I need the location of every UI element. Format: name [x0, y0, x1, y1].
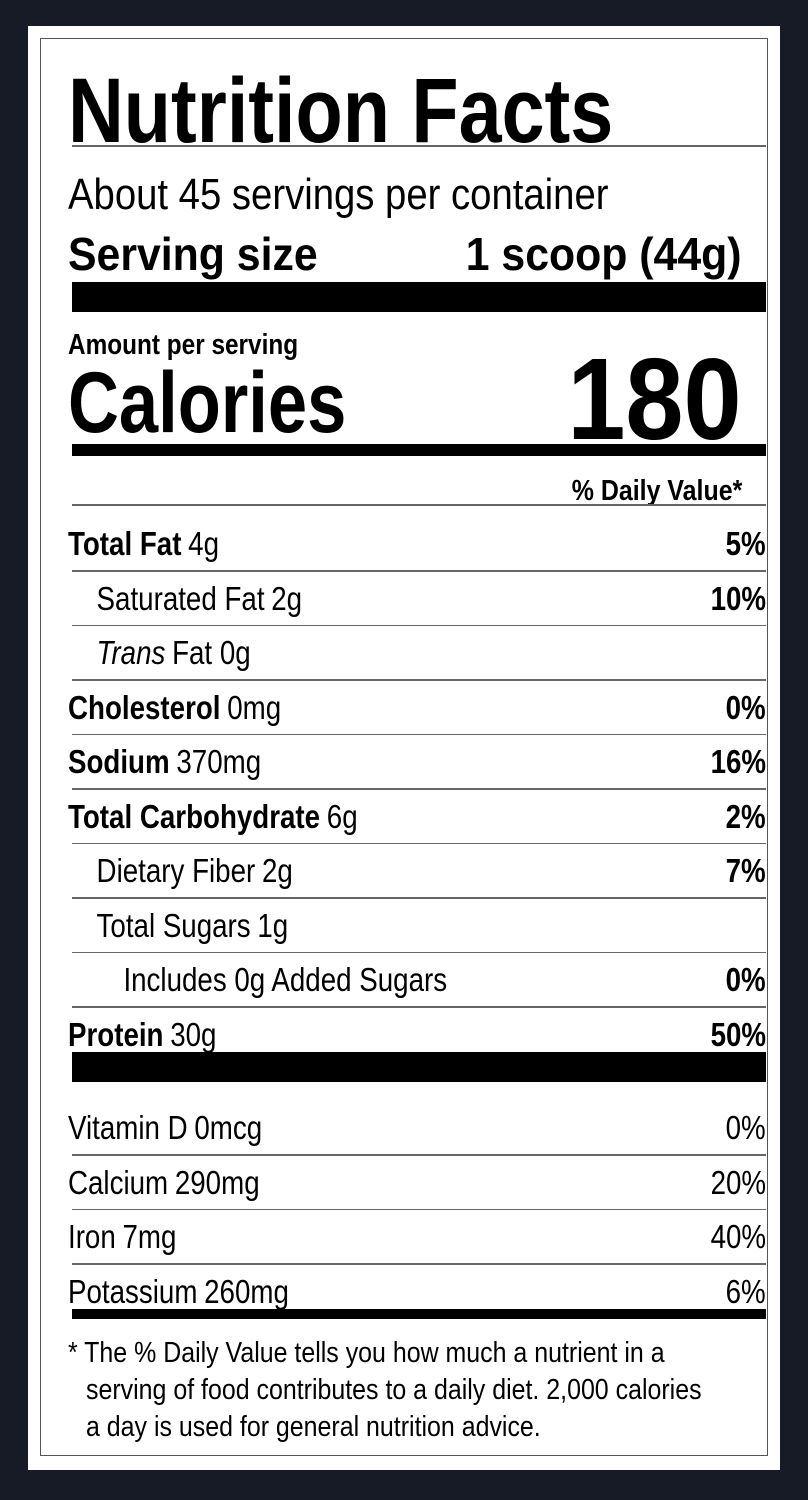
nutrient-daily-value: 2% — [725, 797, 766, 835]
footnote-line: * The % Daily Value tells you how much a… — [68, 1337, 665, 1369]
nutrient-amount: 6g — [326, 797, 358, 835]
vitamin-row: Calcium 290mg 20% — [68, 1156, 766, 1211]
nutrient-row: Total Sugars 1g — [68, 899, 766, 954]
vitamin-amount: 0mcg — [194, 1109, 263, 1147]
footnote-line: serving of food contributes to a daily d… — [86, 1374, 702, 1406]
vitamin-daily-value: 0% — [725, 1109, 766, 1147]
vitamin-row: Iron 7mg 40% — [68, 1210, 766, 1265]
calories-label: Calories — [68, 357, 407, 449]
nutrient-daily-value: 0% — [725, 961, 766, 999]
nutrient-row: Dietary Fiber 2g 7% — [68, 844, 766, 899]
nutrient-row: Total Carbohydrate 6g 2% — [68, 790, 766, 845]
thick-divider — [72, 1052, 766, 1082]
nutrient-row: Sodium 370mg 16% — [68, 735, 766, 790]
nutrient-amount: Fat 0g — [172, 634, 251, 672]
vitamin-amount: 290mg — [174, 1163, 260, 1201]
amount-per-serving: Amount per serving — [68, 329, 342, 361]
nutrient-name: Includes 0g Added Sugars — [68, 961, 447, 999]
nutrition-label: Nutrition Facts About 45 servings per co… — [28, 26, 780, 1470]
nutrient-label: Total Sugars — [96, 906, 251, 944]
nutrient-name: Total Sugars 1g — [68, 906, 289, 945]
nutrient-label: Total Carbohydrate — [68, 797, 321, 835]
nutrient-row: Total Fat 4g 5% — [68, 517, 766, 572]
vitamin-row: Potassium 260mg 6% — [68, 1265, 766, 1320]
nutrient-amount: 2g — [271, 579, 303, 617]
serving-size-label: Serving size — [68, 228, 318, 280]
nutrient-amount: 1g — [257, 906, 289, 944]
nutrient-label: Sodium — [68, 743, 170, 781]
calories-value-text: 180 — [567, 334, 742, 464]
nutrient-row: Cholesterol 0mg 0% — [68, 681, 766, 736]
nutrient-row: Protein 30g 50% — [68, 1008, 766, 1063]
nutrient-label: Saturated Fat — [96, 579, 265, 617]
vitamin-name: Iron 7mg — [68, 1218, 176, 1256]
vitamin-amount: 7mg — [122, 1218, 177, 1256]
nutrient-label: Dietary Fiber — [96, 852, 256, 890]
nutrient-row: Saturated Fat 2g 10% — [68, 572, 766, 627]
nutrient-daily-value: 16% — [710, 743, 766, 781]
nutrient-daily-value: 7% — [725, 852, 766, 890]
servings-text: About 45 servings per container — [68, 170, 609, 219]
medium-divider — [72, 444, 766, 456]
nutrient-label: Trans — [96, 634, 166, 672]
nutrient-list: Total Fat 4g 5% Saturated Fat 2g 10% Trans Fat … — [68, 517, 766, 1062]
vitamin-name: Calcium 290mg — [68, 1164, 260, 1202]
nutrient-daily-value: 50% — [710, 1015, 766, 1053]
vitamin-amount: 260mg — [204, 1272, 289, 1310]
nutrient-amount: 370mg — [176, 743, 262, 781]
nutrient-daily-value: 0% — [725, 688, 766, 726]
serving-size-value: 1 scoop (44g) — [466, 228, 742, 280]
nutrient-name: Protein 30g — [68, 1016, 216, 1054]
vitamin-row: Vitamin D 0mcg 0% — [68, 1101, 766, 1156]
nutrient-daily-value: 5% — [725, 525, 766, 563]
nutrient-name: Cholesterol 0mg — [68, 689, 281, 727]
nutrient-amount: 4g — [188, 525, 220, 563]
medium-divider — [72, 1309, 766, 1319]
nutrient-daily-value: 10% — [710, 579, 766, 617]
vitamin-daily-value: 40% — [710, 1218, 766, 1256]
vitamin-label: Vitamin D — [68, 1109, 188, 1147]
title-text: Nutrition Facts — [68, 60, 614, 162]
nutrient-name: Dietary Fiber 2g — [68, 852, 293, 890]
nutrient-row: Includes 0g Added Sugars 0% — [68, 953, 766, 1008]
nutrient-label: Cholesterol — [68, 688, 221, 726]
nutrient-amount: 2g — [261, 852, 293, 890]
nutrient-amount: 30g — [170, 1015, 217, 1053]
vitamin-list: Vitamin D 0mcg 0% Calcium 290mg 20% Iron 7mg 40%… — [68, 1101, 766, 1319]
vitamin-daily-value: 20% — [710, 1163, 766, 1201]
vitamin-name: Vitamin D 0mcg — [68, 1109, 262, 1147]
amount-per-serving-text: Amount per serving — [68, 329, 299, 361]
vitamin-label: Calcium — [68, 1163, 169, 1201]
divider — [72, 145, 766, 147]
vitamin-label: Potassium — [68, 1272, 198, 1310]
footnote-line: a day is used for general nutrition advi… — [86, 1411, 541, 1443]
calories-label-text: Calories — [68, 355, 347, 451]
nutrient-name: Total Fat 4g — [68, 525, 219, 563]
label-border: Nutrition Facts About 45 servings per co… — [40, 38, 768, 1456]
nutrient-name: Saturated Fat 2g — [68, 579, 303, 618]
thick-divider — [72, 282, 766, 312]
nutrient-row: Trans Fat 0g — [68, 626, 766, 681]
nutrient-name: Total Carbohydrate 6g — [68, 798, 358, 836]
calories-value: 180 — [548, 339, 742, 459]
nutrient-label: Total Fat — [68, 525, 182, 563]
nutrient-name: Sodium 370mg — [68, 743, 261, 781]
daily-value-header-text: % Daily Value* — [571, 475, 742, 507]
label-title: Nutrition Facts — [68, 61, 717, 161]
footnote: * The % Daily Value tells you how much a… — [68, 1335, 788, 1446]
nutrient-label: Includes 0g Added Sugars — [123, 961, 448, 999]
vitamin-name: Potassium 260mg — [68, 1273, 289, 1311]
divider — [72, 504, 766, 506]
nutrient-label: Protein — [68, 1015, 164, 1053]
nutrient-name: Trans Fat 0g — [68, 634, 251, 672]
serving-size: Serving size 1 scoop (44g) — [68, 227, 742, 281]
nutrient-amount: 0mg — [227, 688, 282, 726]
vitamin-daily-value: 6% — [725, 1272, 766, 1310]
vitamin-label: Iron — [68, 1218, 116, 1256]
daily-value-header: % Daily Value* — [544, 471, 742, 511]
servings-per-container: About 45 servings per container — [68, 169, 689, 221]
